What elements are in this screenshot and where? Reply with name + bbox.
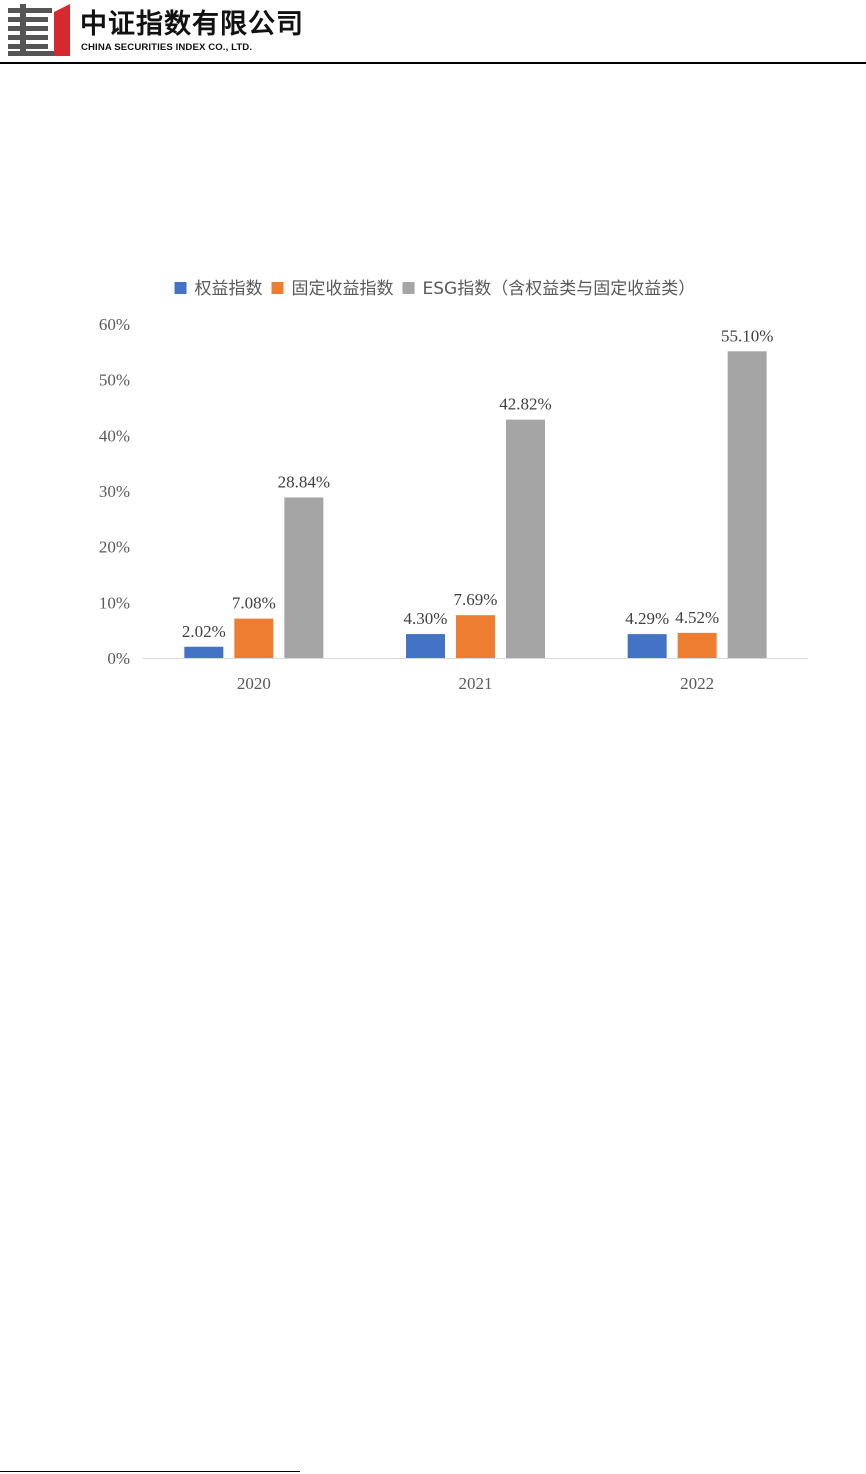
y-tick-label: 40% [99, 426, 130, 445]
bar [456, 615, 495, 658]
data-label: 7.08% [232, 594, 276, 613]
data-label: 7.69% [454, 590, 498, 609]
bar [284, 497, 324, 658]
x-tick-label: 2021 [459, 674, 493, 693]
legend-label: 固定收益指数 [292, 279, 394, 299]
bar [506, 419, 545, 658]
y-tick-label: 60% [99, 315, 130, 334]
bar [627, 634, 667, 658]
data-label: 2.02% [182, 622, 226, 641]
csi-logo-icon [8, 4, 70, 56]
x-tick-label: 2022 [680, 674, 714, 693]
y-tick-label: 30% [99, 482, 130, 501]
data-label: 4.30% [404, 609, 448, 628]
header-divider [0, 62, 866, 64]
legend-swatch [174, 282, 187, 294]
logo-chinese-name: 中证指数有限公司 [80, 9, 304, 40]
logo-english-name: CHINA SECURITIES INDEX CO., LTD. [81, 42, 253, 53]
y-tick-label: 10% [99, 593, 130, 612]
data-label: 4.52% [675, 608, 719, 627]
footnote-divider [0, 1471, 300, 1472]
data-label: 55.10% [721, 326, 773, 345]
bar-chart: 0% 10% 20% 30% 40% 50% 60% 2.02% 7.08% 28.84% 2020… [99, 279, 808, 693]
legend-label: 权益指数 [195, 279, 263, 299]
bar [677, 632, 717, 658]
bar [184, 646, 224, 658]
legend-label: ESG指数（含权益类与固定收益类） [423, 279, 696, 299]
y-tick-label: 0% [107, 649, 130, 668]
page-header: 中证指数有限公司 CHINA SECURITIES INDEX CO., LTD… [0, 0, 866, 64]
data-label: 28.84% [278, 472, 330, 491]
data-label: 42.82% [499, 395, 551, 414]
x-tick-label: 2020 [237, 674, 271, 693]
y-tick-label: 50% [99, 371, 130, 390]
legend-swatch [402, 282, 415, 294]
y-tick-label: 20% [99, 538, 130, 557]
legend-swatch [271, 282, 284, 294]
bar [406, 634, 445, 658]
bar [727, 351, 767, 658]
bar [234, 618, 274, 658]
data-label: 4.29% [625, 609, 669, 628]
